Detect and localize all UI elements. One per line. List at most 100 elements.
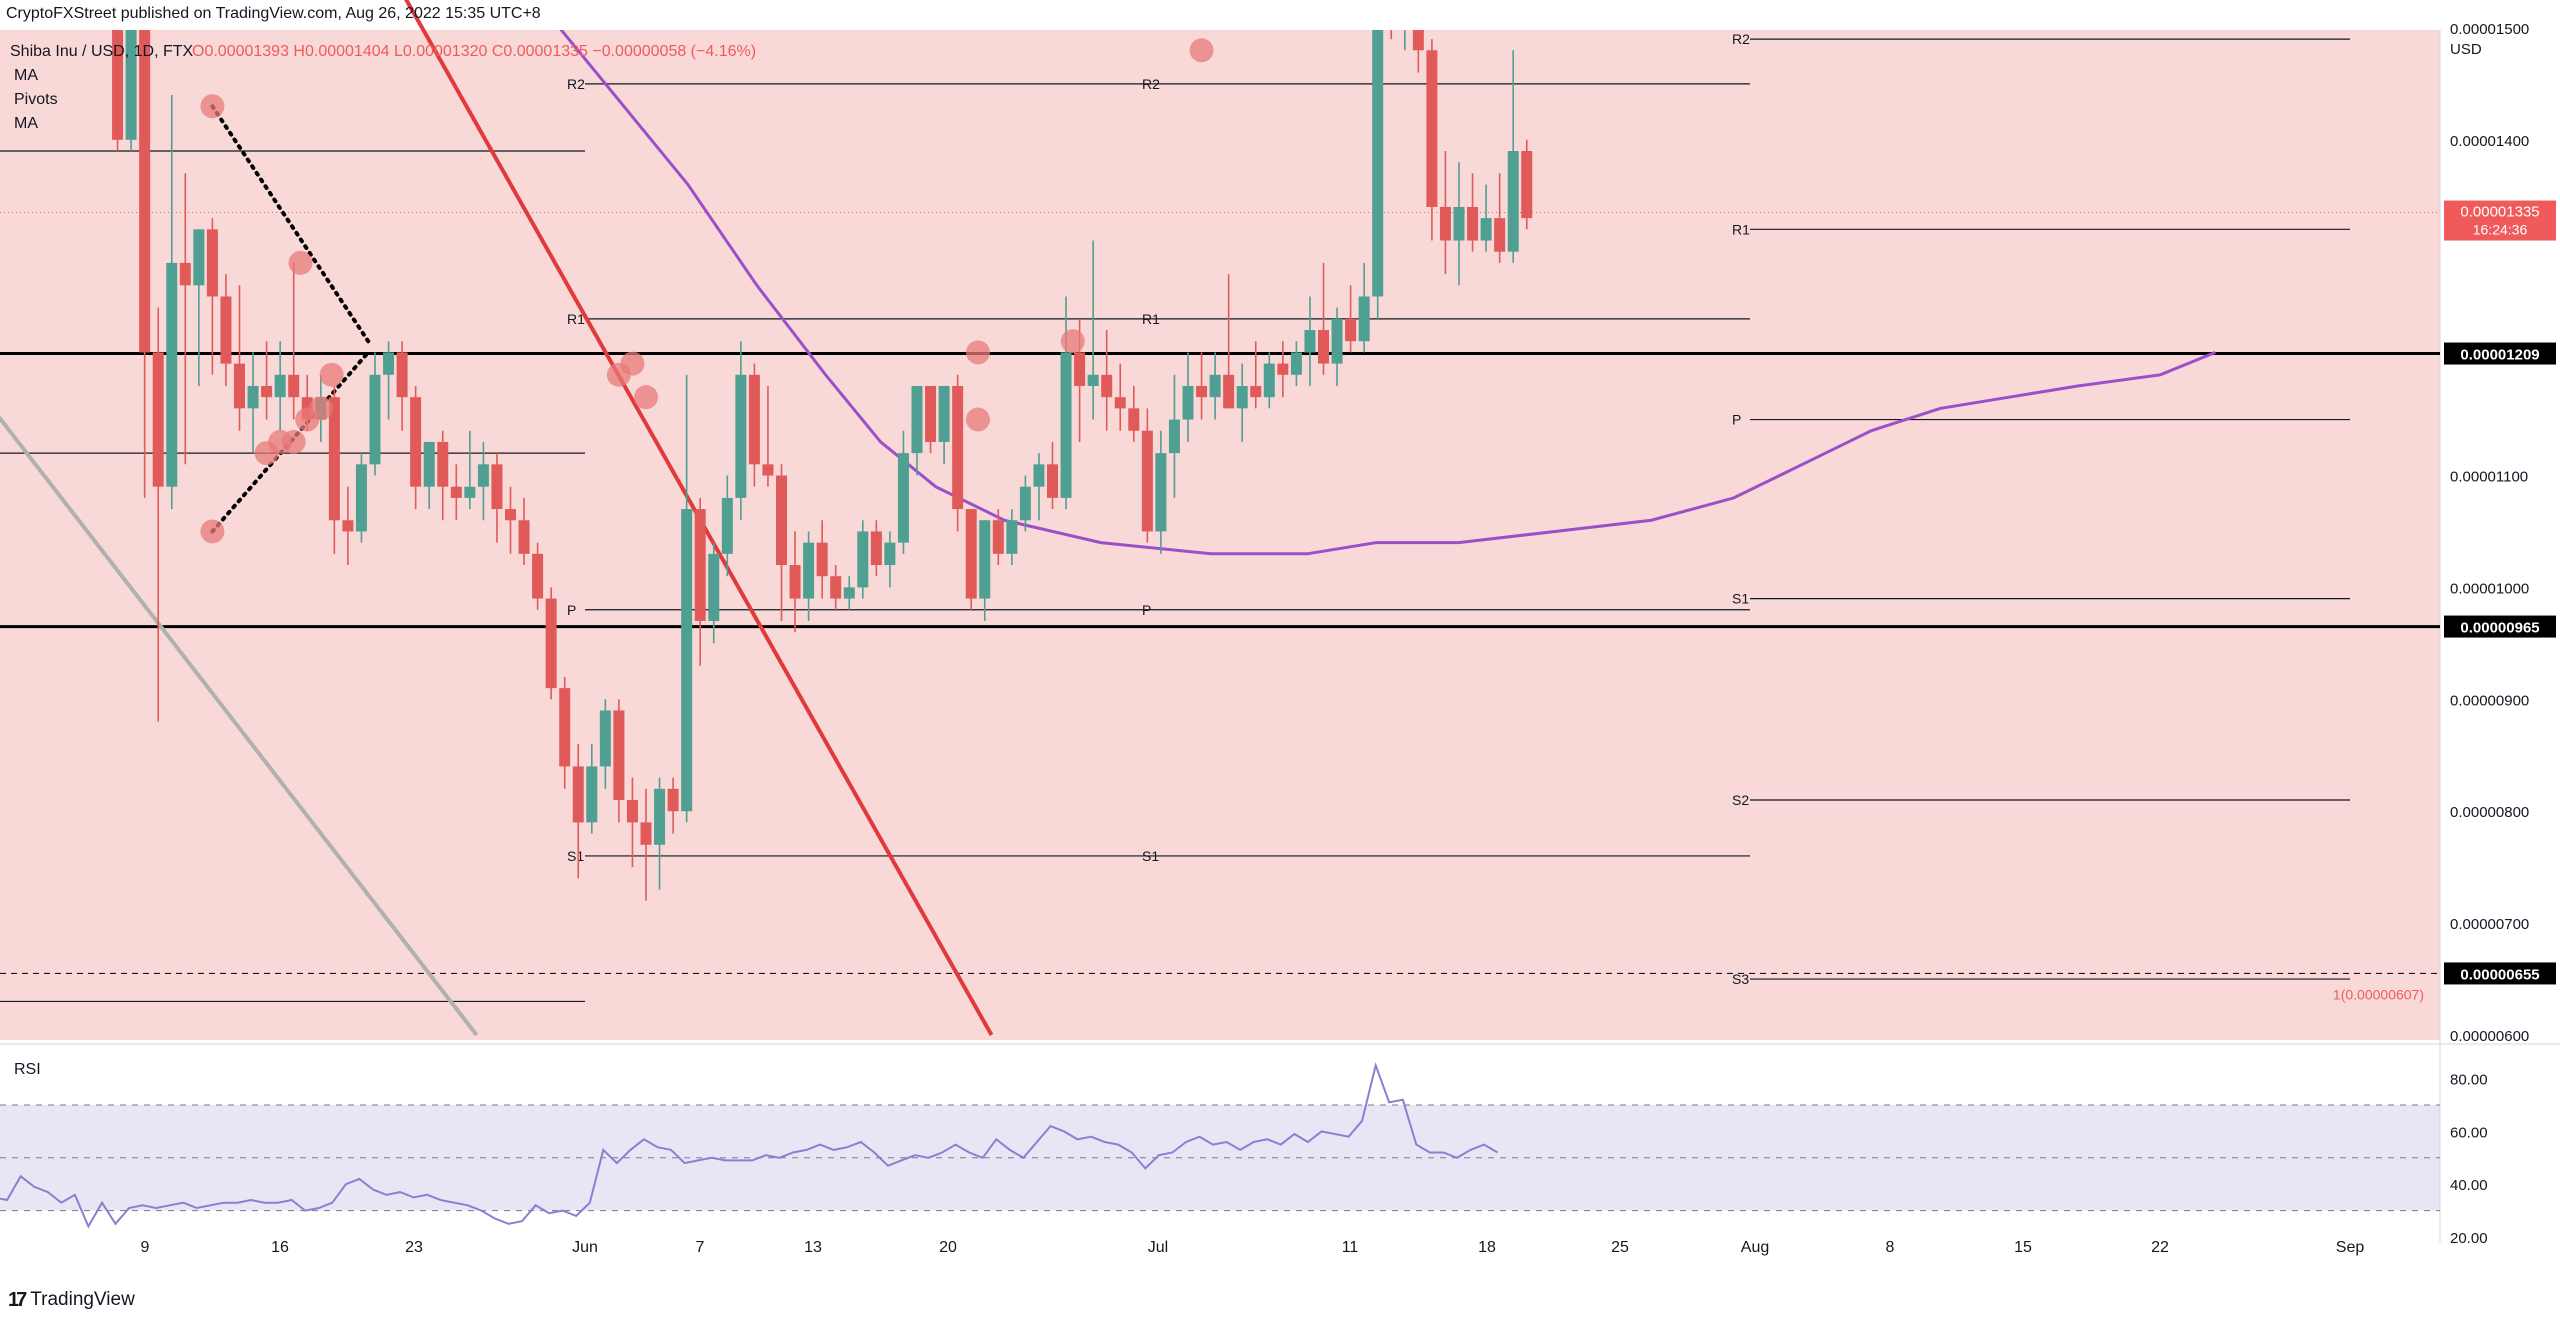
candle-body <box>545 598 557 689</box>
candle-body <box>1196 385 1208 398</box>
candle-body <box>667 788 679 812</box>
current-price-tag <box>2444 200 2556 241</box>
dashed-level-tag <box>2444 962 2556 985</box>
candle-body <box>247 385 259 409</box>
candle-body <box>410 397 422 487</box>
candle-body <box>1060 352 1072 498</box>
candle-body <box>979 520 991 599</box>
price-tick-label: 0.00000900 <box>2450 692 2529 709</box>
date-tick-label: 9 <box>141 1239 150 1256</box>
touch-point-circle <box>965 340 990 365</box>
candle-body <box>206 229 218 297</box>
pivot-label-jul-s1: S1 <box>1142 848 1159 864</box>
candle-body <box>505 509 516 521</box>
candle-body <box>193 229 205 286</box>
touch-point-circle <box>1189 38 1214 63</box>
candle-body <box>911 385 923 454</box>
candle-body <box>816 542 828 577</box>
candle-body <box>830 576 842 599</box>
candle-body <box>884 542 896 566</box>
price-pane-bg <box>0 30 2440 1040</box>
candle-body <box>1033 464 1045 487</box>
date-tick-label: 22 <box>2151 1239 2169 1256</box>
candle-body <box>1168 419 1180 454</box>
footer-brand[interactable]: 17 TradingView <box>8 1288 135 1312</box>
candle-body <box>708 553 720 621</box>
candle-body <box>112 30 124 140</box>
candle-body <box>1304 330 1316 353</box>
legend-ohlc: O0.00001393 H0.00001404 L0.00001320 C0.0… <box>192 43 756 60</box>
candle-body <box>369 374 381 465</box>
candle-body <box>1182 385 1194 420</box>
pivot-label-jun-p: P <box>567 602 576 618</box>
touch-point-circle <box>1060 329 1085 354</box>
candle-body <box>532 553 544 599</box>
legend-study-3: MA <box>14 115 38 132</box>
candle-body <box>925 385 937 442</box>
legend-study-1: MA <box>14 67 38 84</box>
candle-body <box>1128 408 1140 431</box>
candle-body <box>586 766 598 823</box>
candle-body <box>383 352 395 375</box>
date-tick-label: 25 <box>1611 1239 1629 1256</box>
key-level-label: 0.00000965 <box>2460 620 2539 637</box>
price-tick-label: 0.00000600 <box>2450 1028 2529 1045</box>
date-tick-label: 20 <box>939 1239 957 1256</box>
date-tick-label: 16 <box>271 1239 289 1256</box>
date-tick-label: 18 <box>1478 1239 1496 1256</box>
candle-body <box>1521 150 1533 219</box>
candle-body <box>261 385 273 398</box>
candle-body <box>1223 374 1235 409</box>
touch-point-circle <box>319 362 344 387</box>
pivot-label-aug-p: P <box>1732 412 1741 428</box>
rsi-title: RSI <box>14 1061 41 1078</box>
rsi-line <box>0 1061 1499 1229</box>
touch-point-circle <box>200 94 225 119</box>
candle-body <box>139 30 151 353</box>
date-tick-label: 13 <box>804 1239 822 1256</box>
candle-body <box>952 385 964 510</box>
touch-point-circle <box>281 429 306 454</box>
date-tick-label: Jul <box>1148 1239 1168 1256</box>
rsi-tick-label: 60.00 <box>2450 1124 2488 1141</box>
trend-line-gray-channel <box>0 415 479 1037</box>
candle-body <box>1290 352 1302 375</box>
date-tick-label: 8 <box>1886 1239 1895 1256</box>
candle-body <box>803 542 815 599</box>
rsi-tick-label: 80.00 <box>2450 1072 2488 1089</box>
candle-body <box>464 486 476 498</box>
candle-body <box>1019 486 1031 521</box>
candle-body <box>1250 385 1262 398</box>
date-tick-label: Jun <box>572 1239 598 1256</box>
candle-body <box>152 352 164 487</box>
candle-body <box>491 464 503 510</box>
candle-body <box>1074 352 1086 386</box>
candle-body <box>1236 385 1248 409</box>
candle-body <box>450 486 462 498</box>
candle-body <box>857 531 869 588</box>
candle-body <box>288 374 300 398</box>
candle-body <box>1209 374 1221 398</box>
date-tick-label: 15 <box>2014 1239 2032 1256</box>
touch-point-circle <box>308 396 333 421</box>
candle-body <box>1277 363 1289 375</box>
tradingview-logo-icon: 17 <box>8 1289 27 1311</box>
pivot-label-jul-p: P <box>1142 602 1151 618</box>
pivot-label-aug-s3: S3 <box>1732 971 1749 987</box>
candle-body <box>1439 206 1451 241</box>
legend-study-2: Pivots <box>14 91 58 108</box>
candle-body <box>965 509 977 599</box>
pivot-label-jun-r2: R2 <box>567 76 585 92</box>
candle-body <box>1087 374 1099 386</box>
pivot-label-jul-r2: R2 <box>1142 76 1160 92</box>
candle-body <box>220 296 232 364</box>
pivot-label-aug-r1: R1 <box>1732 221 1750 237</box>
rsi-tick-label: 20.00 <box>2450 1230 2488 1247</box>
price-tick-label: 0.00001100 <box>2450 469 2528 486</box>
candles-group <box>112 30 1533 901</box>
pivot-label-aug-s2: S2 <box>1732 792 1749 808</box>
candle-body <box>559 688 571 767</box>
candle-body <box>396 352 408 398</box>
